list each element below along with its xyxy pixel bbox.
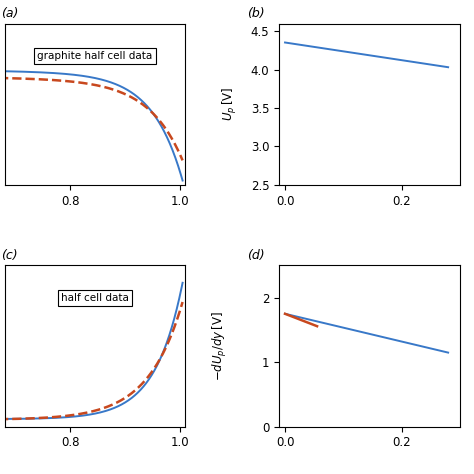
Text: (a): (a) [1,7,18,20]
Text: (d): (d) [246,249,264,262]
Text: graphite half cell data: graphite half cell data [37,51,153,61]
Y-axis label: $U_p\,\mathrm{[V]}$: $U_p\,\mathrm{[V]}$ [221,87,239,121]
Y-axis label: $-dU_p/dy\,\mathrm{[V]}$: $-dU_p/dy\,\mathrm{[V]}$ [210,311,228,381]
Text: (b): (b) [246,7,264,20]
Text: (c): (c) [1,249,18,262]
Text: half cell data: half cell data [61,292,129,303]
